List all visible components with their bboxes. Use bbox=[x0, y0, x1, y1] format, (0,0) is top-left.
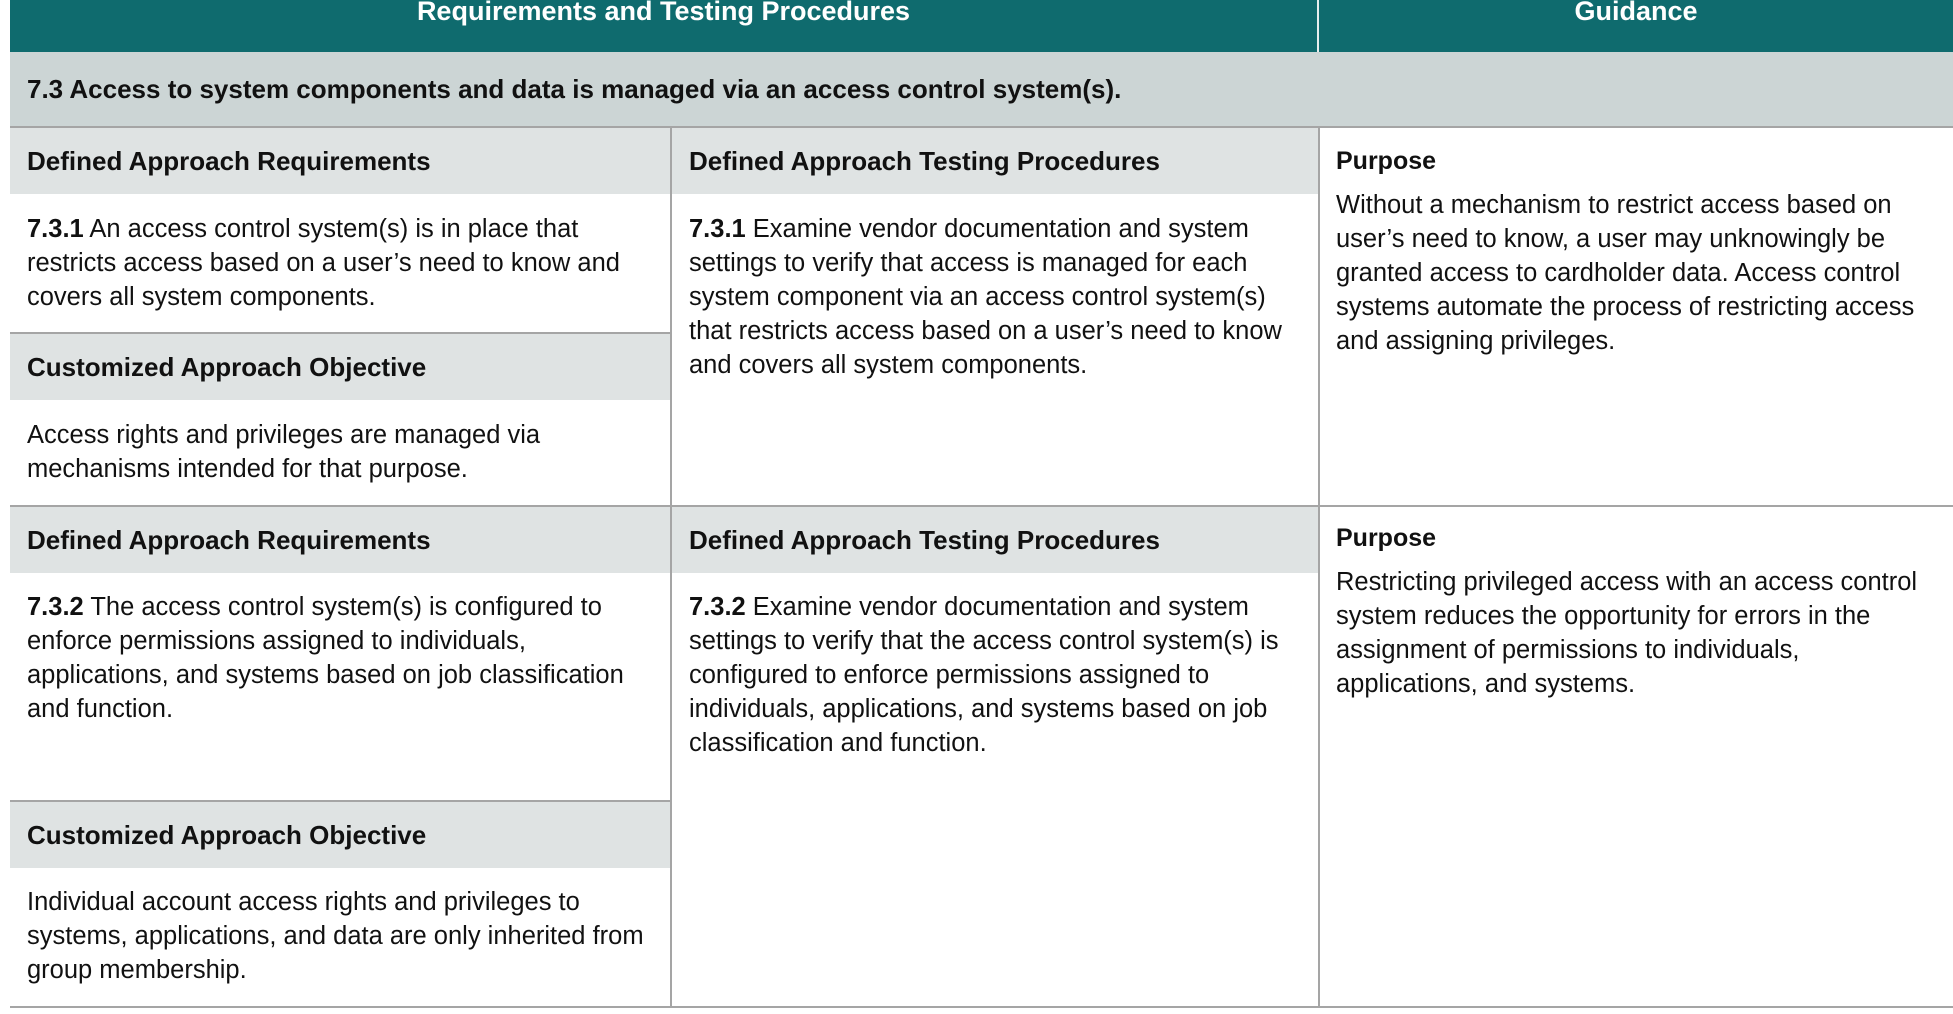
row-divider bbox=[10, 505, 1953, 507]
header-requirements-label: Requirements and Testing Procedures bbox=[416, 0, 911, 26]
testing-body: Examine vendor documentation and system … bbox=[689, 593, 1279, 757]
testing-procedure-text: 7.3.2 Examine vendor documentation and s… bbox=[689, 590, 1314, 760]
defined-approach-testing-heading: Defined Approach Testing Procedures bbox=[672, 507, 1318, 573]
heading-label: Defined Approach Requirements bbox=[27, 146, 431, 176]
section-title: 7.3 Access to system components and data… bbox=[10, 52, 1953, 126]
objective-text: Individual account access rights and pri… bbox=[27, 885, 657, 987]
requirement-id: 7.3.1 bbox=[27, 215, 84, 243]
purpose-body: Restricting privileged access with an ac… bbox=[1336, 568, 1918, 698]
objective-body: Individual account access rights and pri… bbox=[27, 888, 644, 984]
testing-id: 7.3.2 bbox=[689, 593, 746, 621]
section-title-text: 7.3 Access to system components and data… bbox=[27, 74, 1122, 104]
objective-text: Access rights and privileges are managed… bbox=[27, 418, 657, 486]
testing-id: 7.3.1 bbox=[689, 215, 746, 243]
column-divider bbox=[670, 127, 672, 506]
defined-approach-requirements-heading: Defined Approach Requirements bbox=[10, 507, 670, 573]
purpose-label: Purpose bbox=[1336, 524, 1437, 552]
header-divider bbox=[1317, 0, 1319, 52]
heading-label: Defined Approach Requirements bbox=[27, 525, 431, 555]
heading-label: Customized Approach Objective bbox=[27, 820, 427, 850]
testing-procedure-text: 7.3.1 Examine vendor documentation and s… bbox=[689, 212, 1314, 382]
purpose-body: Without a mechanism to restrict access b… bbox=[1336, 191, 1915, 355]
column-divider bbox=[1318, 127, 1320, 506]
column-divider bbox=[670, 506, 672, 1007]
purpose-label: Purpose bbox=[1336, 147, 1437, 175]
requirement-text: 7.3.1 An access control system(s) is in … bbox=[27, 212, 657, 314]
purpose-heading: Purpose bbox=[1336, 524, 1436, 553]
defined-approach-requirements-heading: Defined Approach Requirements bbox=[10, 128, 670, 194]
purpose-text: Without a mechanism to restrict access b… bbox=[1336, 188, 1946, 358]
column-divider bbox=[1318, 506, 1320, 1007]
objective-body: Access rights and privileges are managed… bbox=[27, 421, 541, 483]
customized-approach-objective-heading: Customized Approach Objective bbox=[10, 802, 670, 868]
requirement-text: 7.3.2 The access control system(s) is co… bbox=[27, 590, 657, 726]
defined-approach-testing-heading: Defined Approach Testing Procedures bbox=[672, 128, 1318, 194]
customized-approach-objective-heading: Customized Approach Objective bbox=[10, 334, 670, 400]
cell-divider bbox=[10, 332, 670, 334]
heading-label: Defined Approach Testing Procedures bbox=[689, 525, 1160, 555]
testing-body: Examine vendor documentation and system … bbox=[689, 215, 1282, 379]
heading-label: Defined Approach Testing Procedures bbox=[689, 146, 1160, 176]
header-requirements-column: Requirements and Testing Procedures bbox=[10, 0, 1317, 52]
requirement-body: An access control system(s) is in place … bbox=[27, 215, 620, 311]
heading-label: Customized Approach Objective bbox=[27, 352, 427, 382]
purpose-heading: Purpose bbox=[1336, 147, 1436, 176]
header-guidance-column: Guidance bbox=[1319, 0, 1953, 52]
purpose-text: Restricting privileged access with an ac… bbox=[1336, 565, 1946, 701]
row-divider bbox=[10, 126, 1953, 128]
requirement-body: The access control system(s) is configur… bbox=[27, 593, 624, 723]
cell-divider bbox=[10, 800, 670, 802]
requirement-id: 7.3.2 bbox=[27, 593, 84, 621]
header-guidance-label: Guidance bbox=[1574, 0, 1698, 26]
table-bottom-border bbox=[10, 1006, 1953, 1008]
